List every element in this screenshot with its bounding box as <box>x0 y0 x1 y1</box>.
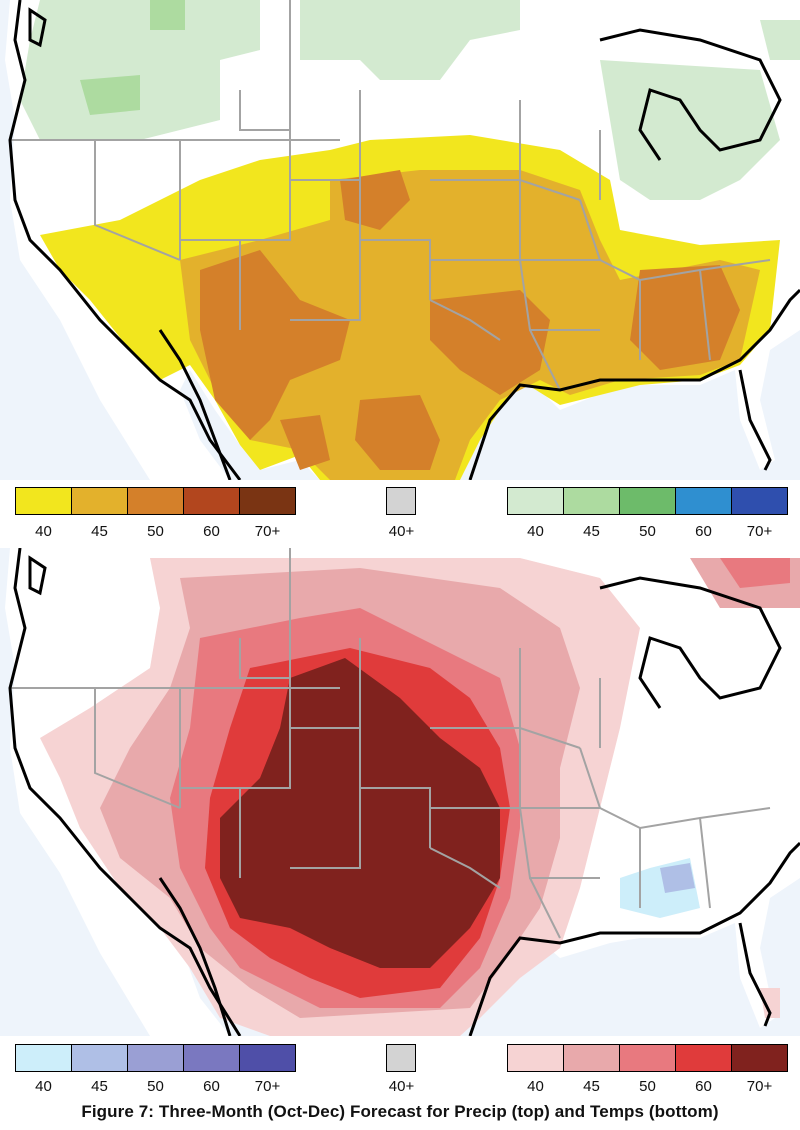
legend-swatch <box>386 1044 416 1072</box>
temp-normal-scale <box>386 1044 416 1072</box>
legend-tick-label: 50 <box>147 1078 164 1095</box>
legend-swatch <box>183 487 240 515</box>
coastlines <box>8 0 800 480</box>
legend-tick-label: 45 <box>91 1078 108 1095</box>
legend-tick-label: 45 <box>583 1078 600 1095</box>
legend-swatch <box>731 1044 788 1072</box>
legend-swatch <box>619 487 676 515</box>
legend-swatch <box>127 1044 184 1072</box>
legend-swatch <box>15 1044 72 1072</box>
legend-swatch <box>127 487 184 515</box>
legend-tick-label: 60 <box>203 523 220 540</box>
above-normal-precip-areas <box>20 0 800 200</box>
legend-tick-label: 40+ <box>388 523 415 540</box>
legend-tick-label: 40 <box>527 1078 544 1095</box>
precip-normal-scale <box>386 487 416 515</box>
legend-swatch <box>675 487 732 515</box>
legend-tick-label: 40 <box>35 523 52 540</box>
legend-tick-label: 40 <box>527 523 544 540</box>
below-normal-precip-areas <box>40 135 780 480</box>
temp-forecast-map <box>0 548 800 1036</box>
legend-swatch <box>619 1044 676 1072</box>
legend-tick-label: 70+ <box>746 523 773 540</box>
legend-tick-label: 50 <box>147 523 164 540</box>
legend-tick-label: 45 <box>583 523 600 540</box>
legend-swatch <box>731 487 788 515</box>
legend-swatch <box>675 1044 732 1072</box>
legend-swatch <box>507 487 564 515</box>
legend-swatch <box>71 1044 128 1072</box>
legend-tick-label: 45 <box>91 523 108 540</box>
precip-forecast-map <box>0 0 800 480</box>
temp-below-normal-scale <box>15 1044 296 1072</box>
temp-legend: 40 45 50 60 70+ 40+ 40 45 50 60 70+ <box>0 1044 800 1095</box>
legend-tick-label: 70+ <box>254 523 281 540</box>
precip-map-canvas <box>5 0 800 480</box>
legend-swatch <box>183 1044 240 1072</box>
state-borders <box>10 0 771 391</box>
legend-swatch <box>563 1044 620 1072</box>
coastlines <box>8 548 800 1036</box>
legend-swatch <box>239 487 296 515</box>
legend-tick-label: 60 <box>695 523 712 540</box>
legend-tick-label: 40 <box>35 1078 52 1095</box>
precip-legend: 40 45 50 60 70+ 40+ 40 45 50 60 70+ <box>0 487 800 540</box>
figure-caption: Figure 7: Three-Month (Oct-Dec) Forecast… <box>81 1102 719 1121</box>
legend-tick-label: 50 <box>639 1078 656 1095</box>
legend-tick-label: 60 <box>203 1078 220 1095</box>
legend-swatch <box>386 487 416 515</box>
legend-tick-label: 60 <box>695 1078 712 1095</box>
legend-tick-label: 70+ <box>254 1078 281 1095</box>
legend-swatch <box>15 487 72 515</box>
legend-tick-label: 50 <box>639 523 656 540</box>
precip-below-normal-scale <box>15 487 296 515</box>
temp-map-canvas <box>5 548 800 1036</box>
legend-tick-label: 70+ <box>746 1078 773 1095</box>
legend-tick-label: 40+ <box>388 1078 415 1095</box>
legend-swatch <box>507 1044 564 1072</box>
legend-swatch <box>239 1044 296 1072</box>
legend-swatch <box>71 487 128 515</box>
precip-above-normal-scale <box>507 487 788 515</box>
state-borders <box>10 548 771 939</box>
temp-above-normal-scale <box>507 1044 788 1072</box>
legend-swatch <box>563 487 620 515</box>
